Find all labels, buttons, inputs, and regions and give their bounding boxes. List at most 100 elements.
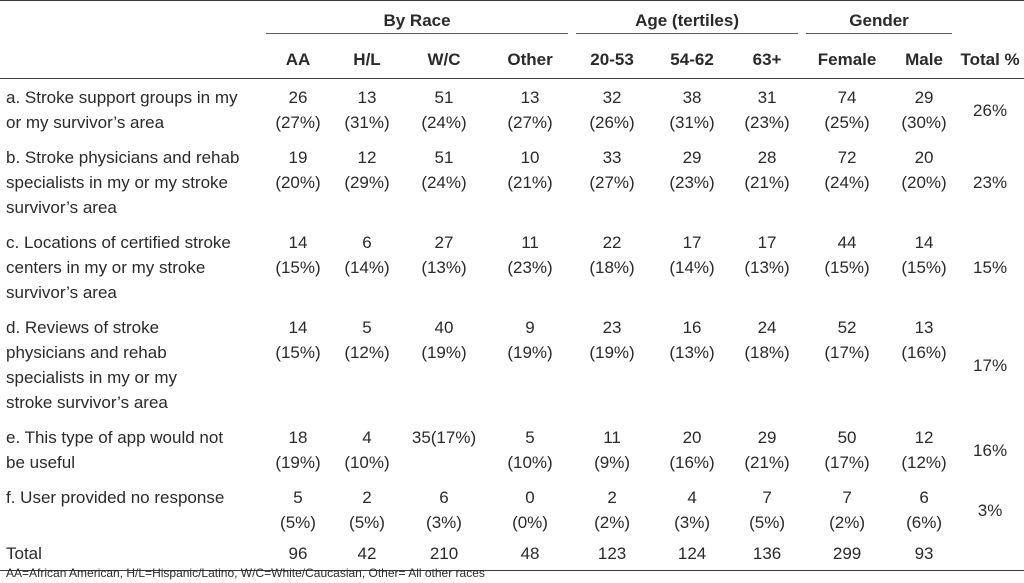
cell-percent: (14%)	[344, 258, 390, 277]
cell-count: 14	[288, 233, 308, 252]
cell-percent: (10%)	[507, 453, 553, 472]
cell-count: 12	[357, 148, 377, 167]
data-cell: 22 (18%)	[572, 224, 652, 309]
cell-percent: (12%)	[901, 453, 947, 472]
table-row: d. Reviews of stroke physicians and reha…	[0, 309, 1024, 419]
cell-count: 6	[439, 488, 449, 507]
cell-count: 29	[914, 88, 934, 107]
row-label: e. This type of app would not be useful	[0, 419, 262, 479]
data-cell: 17 (13%)	[732, 224, 802, 309]
total-cell: 299	[802, 539, 893, 571]
row-label-text: a. Stroke support groups in my or my sur…	[6, 88, 238, 132]
column-header: H/L	[334, 41, 400, 79]
data-cell: 50 (17%)	[802, 419, 892, 479]
data-cell: 11 (23%)	[488, 224, 572, 309]
cell-percent: (5%)	[749, 513, 785, 532]
data-cell: 14 (15%)	[892, 224, 956, 309]
cell-percent: (15%)	[275, 343, 321, 362]
group-header-race: By Race	[262, 1, 572, 42]
data-cell: 26 (27%)	[262, 79, 334, 140]
cell-count: 26	[288, 88, 308, 107]
cell-percent: (21%)	[744, 173, 790, 192]
table-row: a. Stroke support groups in my or my sur…	[0, 79, 1024, 140]
row-label-text: e. This type of app would not be useful	[6, 428, 224, 472]
cell-count: 4	[687, 488, 697, 507]
cell-percent: (21%)	[744, 453, 790, 472]
cell-count: 51	[434, 88, 454, 107]
column-header-blank	[0, 41, 262, 79]
cell-percent: (27%)	[275, 113, 321, 132]
row-label: c. Locations of certified stroke centers…	[0, 224, 262, 309]
cell-count: 2	[607, 488, 617, 507]
cell-percent: (18%)	[744, 343, 790, 362]
cell-count: 32	[602, 88, 622, 107]
data-cell: 5 (12%)	[334, 309, 400, 419]
data-cell: 6 (6%)	[892, 479, 956, 539]
cell-count: 24	[757, 318, 777, 337]
group-header-gender: Gender	[802, 1, 956, 42]
cell-percent: (29%)	[344, 173, 390, 192]
column-header: Male	[892, 41, 957, 79]
cell-count: 0	[525, 488, 535, 507]
cell-count: 13	[520, 88, 540, 107]
data-cell: 35(17%)	[400, 419, 488, 479]
cell-percent: (16%)	[901, 343, 947, 362]
total-row: Total 96 42 210 48 123 124 136 299 93	[0, 539, 1024, 571]
data-cell: 0 (0%)	[488, 479, 572, 539]
row-total-percent: 3%	[977, 500, 1003, 520]
cell-count: 13	[914, 318, 934, 337]
row-total-percent: 17%	[973, 355, 1008, 375]
cell-percent: (5%)	[349, 513, 385, 532]
cell-percent: (15%)	[824, 258, 870, 277]
cell-percent: (23%)	[507, 258, 553, 277]
cell-percent: (6%)	[906, 513, 942, 532]
cell-count: 17	[757, 233, 777, 252]
data-cell: 29 (23%)	[652, 139, 732, 224]
total-cell	[956, 539, 1024, 571]
cell-percent: (27%)	[507, 113, 553, 132]
data-cell: 6 (14%)	[334, 224, 400, 309]
data-cell: 11 (9%)	[572, 419, 652, 479]
cell-percent: (15%)	[901, 258, 947, 277]
cell-count: 6	[362, 233, 372, 252]
data-cell: 12 (12%)	[892, 419, 956, 479]
footnote: AA=African American, H/L=Hispanic/Latino…	[6, 566, 485, 580]
corner-cell	[0, 1, 262, 42]
data-cell: 5 (5%)	[262, 479, 334, 539]
cell-percent: (20%)	[901, 173, 947, 192]
cell-percent: (19%)	[589, 343, 635, 362]
row-label: f. User provided no response	[0, 479, 262, 539]
cell-percent: (2%)	[829, 513, 865, 532]
cell-percent: (25%)	[824, 113, 870, 132]
cell-percent: (5%)	[280, 513, 316, 532]
row-total-percent: 23%	[973, 173, 1008, 192]
cell-percent: (23%)	[744, 113, 790, 132]
cell-count: 38	[682, 88, 702, 107]
row-label: d. Reviews of stroke physicians and reha…	[0, 309, 262, 419]
cell-count: 51	[434, 148, 454, 167]
data-cell: 29 (21%)	[732, 419, 802, 479]
row-total-percent: 16%	[973, 440, 1008, 460]
cell-count: 14	[288, 318, 308, 337]
cell-count: 11	[521, 233, 539, 252]
data-cell: 9 (19%)	[488, 309, 572, 419]
row-label-text: f. User provided no response	[6, 488, 225, 507]
data-cell: 7 (5%)	[732, 479, 802, 539]
data-cell: 28 (21%)	[732, 139, 802, 224]
cell-count: 14	[914, 233, 934, 252]
cell-percent: (19%)	[507, 343, 553, 362]
cell-percent: (19%)	[421, 343, 467, 362]
data-cell: 51 (24%)	[400, 79, 488, 140]
data-cell: 52 (17%)	[802, 309, 892, 419]
data-cell: 7 (2%)	[802, 479, 892, 539]
cell-count: 33	[602, 148, 622, 167]
cell-count: 52	[837, 318, 857, 337]
cell-percent: (24%)	[421, 173, 467, 192]
data-cell: 10 (21%)	[488, 139, 572, 224]
cell-count: 9	[525, 318, 535, 337]
total-cell: 136	[732, 539, 803, 571]
column-header-row: AA H/L W/C Other 20-53 54-62 63+ Female …	[0, 41, 1024, 79]
cell-count: 29	[757, 428, 777, 447]
data-cell: 20 (16%)	[652, 419, 732, 479]
cell-count: 50	[837, 428, 857, 447]
